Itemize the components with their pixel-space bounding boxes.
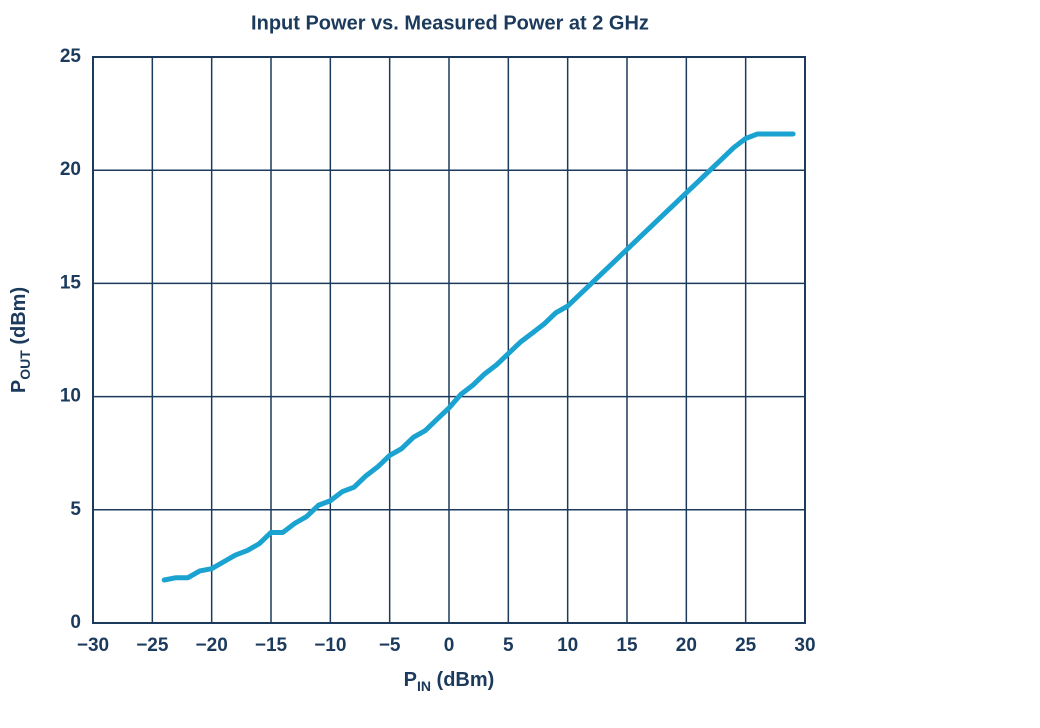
x-tick-label: 10: [557, 635, 578, 656]
y-axis-label-part: OUT: [17, 350, 33, 380]
y-tick-label: 25: [60, 46, 82, 67]
x-tick-label: −15: [255, 635, 288, 656]
chart-title: Input Power vs. Measured Power at 2 GHz: [251, 12, 649, 34]
y-tick-label: 5: [70, 499, 81, 520]
x-axis-label-part: (dBm): [431, 669, 494, 691]
x-tick-label: −10: [314, 635, 346, 656]
y-tick-label: 0: [70, 612, 81, 633]
x-axis-label-part: IN: [417, 678, 431, 694]
y-tick-label: 10: [60, 386, 81, 407]
y-axis-label-part: (dBm): [8, 287, 30, 350]
x-tick-label: 25: [735, 635, 757, 656]
x-tick-label: −20: [196, 635, 228, 656]
x-tick-label: −30: [77, 635, 109, 656]
x-tick-label: 15: [616, 635, 638, 656]
x-tick-label: −5: [379, 635, 401, 656]
x-axis-label: PIN (dBm): [404, 669, 495, 693]
x-axis-label-part: P: [404, 669, 417, 691]
x-tick-label: 20: [676, 635, 697, 656]
plot-frame: [92, 56, 806, 624]
x-tick-label: 30: [794, 635, 815, 656]
y-axis-label-part: P: [8, 380, 30, 393]
y-tick-label: 20: [60, 159, 81, 180]
y-axis-label: POUT (dBm): [8, 287, 32, 393]
x-tick-label: 5: [503, 635, 514, 656]
x-tick-label: 0: [444, 635, 455, 656]
data-line: [161, 131, 796, 583]
y-tick-label: 15: [60, 272, 82, 293]
x-tick-label: −25: [136, 635, 169, 656]
